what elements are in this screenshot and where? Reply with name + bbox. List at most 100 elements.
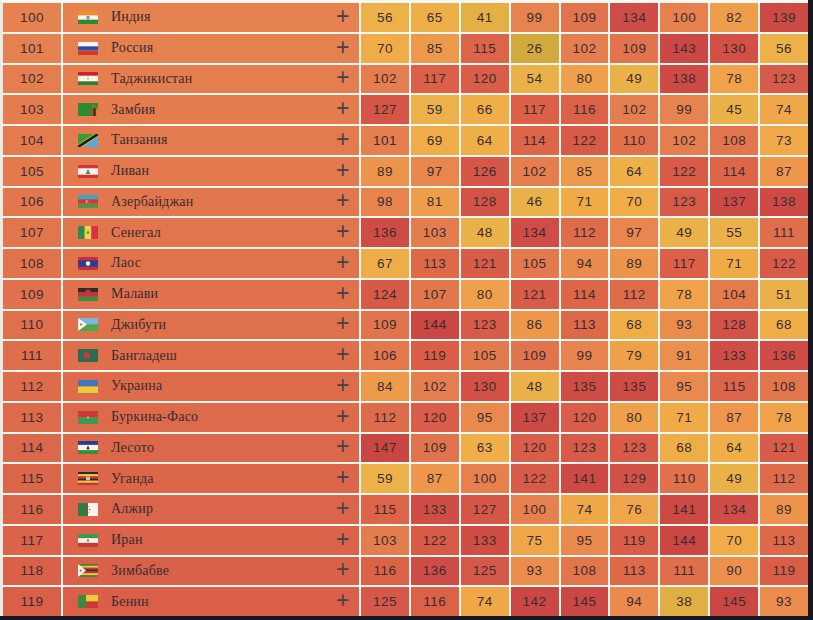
country-name: Лаос xyxy=(111,255,141,271)
table-row: 108Лаос+67113121105948911771122 xyxy=(3,249,808,278)
score-cell: 74 xyxy=(760,95,808,124)
rank-cell: 116 xyxy=(3,495,61,524)
country-cell: Бенин+ xyxy=(63,587,359,616)
table-row: 100Индия+5665419910913410082139 xyxy=(3,3,808,32)
score-cell: 59 xyxy=(361,464,409,493)
expand-button[interactable]: + xyxy=(336,405,350,430)
flag-senegal-icon xyxy=(78,226,98,239)
score-cell: 134 xyxy=(610,3,658,32)
table-row: 104Танзания+101696411412211010210873 xyxy=(3,126,808,155)
score-cell: 121 xyxy=(760,434,808,463)
expand-button[interactable]: + xyxy=(336,435,350,460)
expand-button[interactable]: + xyxy=(336,528,350,553)
flag-lebanon-icon xyxy=(78,165,98,178)
score-cell: 56 xyxy=(361,3,409,32)
rank-cell: 115 xyxy=(3,464,61,493)
score-cell: 134 xyxy=(710,495,758,524)
table-row: 118Зимбабве+1161361259310811311190119 xyxy=(3,557,808,586)
table-row: 103Замбия+1275966117116102994574 xyxy=(3,95,808,124)
country-name: Замбия xyxy=(111,102,155,118)
rank-cell: 100 xyxy=(3,3,61,32)
score-cell: 123 xyxy=(461,311,509,340)
expand-button[interactable]: + xyxy=(336,282,350,307)
country-name: Буркина-Фасо xyxy=(111,409,198,425)
flag-azerbaijan-icon xyxy=(78,195,98,208)
score-cell: 46 xyxy=(511,188,559,217)
score-cell: 82 xyxy=(710,3,758,32)
rank-cell: 119 xyxy=(3,587,61,616)
flag-djibouti-icon xyxy=(78,318,98,331)
score-cell: 112 xyxy=(561,218,609,247)
rank-cell: 101 xyxy=(3,34,61,63)
expand-button[interactable]: + xyxy=(336,466,350,491)
score-cell: 86 xyxy=(511,311,559,340)
score-cell: 71 xyxy=(660,403,708,432)
score-cell: 117 xyxy=(411,65,459,94)
expand-button[interactable]: + xyxy=(336,312,350,337)
flag-lesotho-icon xyxy=(78,441,98,454)
score-cell: 93 xyxy=(760,587,808,616)
flag-iran-icon xyxy=(78,534,98,547)
score-cell: 129 xyxy=(610,464,658,493)
score-cell: 113 xyxy=(760,526,808,555)
score-cell: 70 xyxy=(361,34,409,63)
score-cell: 106 xyxy=(361,341,409,370)
country-cell: Индия+ xyxy=(63,3,359,32)
score-cell: 139 xyxy=(760,3,808,32)
score-cell: 119 xyxy=(411,341,459,370)
table-row: 115Уганда+598710012214112911049112 xyxy=(3,464,808,493)
expand-button[interactable]: + xyxy=(336,128,350,153)
score-cell: 122 xyxy=(511,464,559,493)
expand-button[interactable]: + xyxy=(336,497,350,522)
score-cell: 104 xyxy=(710,280,758,309)
score-cell: 56 xyxy=(760,34,808,63)
expand-button[interactable]: + xyxy=(336,558,350,583)
score-cell: 121 xyxy=(511,280,559,309)
expand-button[interactable]: + xyxy=(336,97,350,122)
score-cell: 75 xyxy=(511,526,559,555)
score-cell: 130 xyxy=(461,372,509,401)
score-cell: 113 xyxy=(561,311,609,340)
expand-button[interactable]: + xyxy=(336,159,350,184)
rank-cell: 114 xyxy=(3,434,61,463)
expand-button[interactable]: + xyxy=(336,589,350,614)
expand-button[interactable]: + xyxy=(336,251,350,276)
score-cell: 49 xyxy=(610,65,658,94)
rank-cell: 109 xyxy=(3,280,61,309)
country-cell: Азербайджан+ xyxy=(63,188,359,217)
score-cell: 100 xyxy=(461,464,509,493)
score-cell: 145 xyxy=(561,587,609,616)
expand-button[interactable]: + xyxy=(336,66,350,91)
score-cell: 117 xyxy=(660,249,708,278)
score-cell: 74 xyxy=(561,495,609,524)
score-cell: 103 xyxy=(411,218,459,247)
score-cell: 120 xyxy=(561,403,609,432)
score-cell: 89 xyxy=(361,157,409,186)
country-name: Лесото xyxy=(111,440,154,456)
score-cell: 144 xyxy=(411,311,459,340)
score-cell: 143 xyxy=(660,34,708,63)
expand-button[interactable]: + xyxy=(336,374,350,399)
score-cell: 138 xyxy=(760,188,808,217)
country-name: Танзания xyxy=(111,132,168,148)
expand-button[interactable]: + xyxy=(336,220,350,245)
score-cell: 59 xyxy=(411,95,459,124)
score-cell: 71 xyxy=(561,188,609,217)
expand-button[interactable]: + xyxy=(336,343,350,368)
score-cell: 38 xyxy=(660,587,708,616)
score-cell: 137 xyxy=(511,403,559,432)
score-cell: 125 xyxy=(461,557,509,586)
expand-button[interactable]: + xyxy=(336,5,350,30)
score-cell: 67 xyxy=(361,249,409,278)
score-cell: 105 xyxy=(511,249,559,278)
score-cell: 120 xyxy=(411,403,459,432)
expand-button[interactable]: + xyxy=(336,189,350,214)
country-cell: Замбия + xyxy=(63,95,359,124)
score-cell: 69 xyxy=(411,126,459,155)
score-cell: 127 xyxy=(361,95,409,124)
score-cell: 102 xyxy=(610,95,658,124)
flag-ukraine-icon xyxy=(78,380,98,393)
score-cell: 119 xyxy=(610,526,658,555)
expand-button[interactable]: + xyxy=(336,36,350,61)
flag-zambia-icon xyxy=(78,103,98,116)
